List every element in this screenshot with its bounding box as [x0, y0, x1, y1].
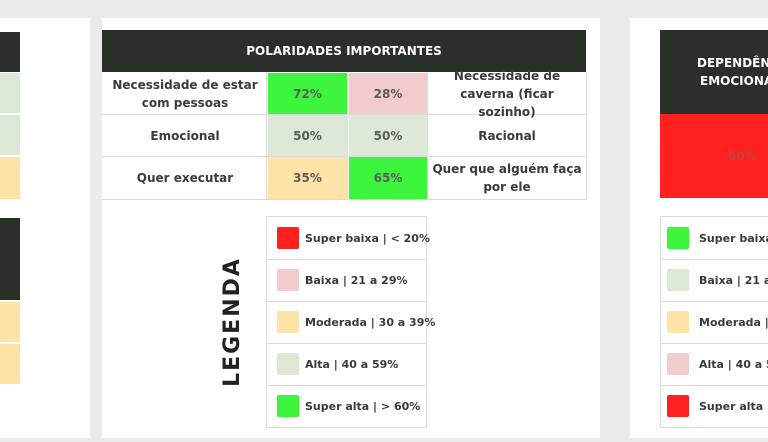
legend-box — [266, 216, 427, 428]
legend-swatch-baixa — [277, 269, 299, 291]
right-legend-box — [660, 216, 768, 428]
right-legend-label-super-alta: Super alta | > — [699, 400, 768, 413]
left-panel-header-strip — [0, 32, 20, 72]
polaridades-title: POLARIDADES IMPORTANTES — [102, 30, 586, 72]
right-legend-divider — [660, 385, 768, 386]
legend-label-super-alta: Super alta | > 60% — [305, 400, 421, 413]
legend-swatch-alta — [277, 353, 299, 375]
polarity-right-percent: 50% — [349, 115, 427, 156]
legend-label-baixa: Baixa | 21 a 29% — [305, 274, 408, 287]
legend-divider — [266, 385, 427, 386]
right-legend-swatch-alta — [667, 353, 689, 375]
legend-divider — [266, 301, 427, 302]
polarity-right-percent: 28% — [349, 73, 427, 114]
legend-label-alta: Alta | 40 a 59% — [305, 358, 399, 371]
polarity-left-percent: 72% — [268, 73, 347, 114]
polarity-right-label: Necessidade de caverna (ficar sozinho) — [453, 68, 561, 119]
table-divider — [586, 72, 587, 200]
left-panel-cell-moderada-3 — [0, 344, 20, 384]
right-legend-label-moderada: Moderada | 3 — [699, 316, 768, 329]
table-divider — [347, 72, 348, 200]
right-legend-swatch-super-alta — [667, 395, 689, 417]
left-panel-cell-alta-1 — [0, 73, 20, 113]
left-panel-cell-moderada-2 — [0, 302, 20, 342]
right-legend-label-alta: Alta | 40 a 59 — [699, 358, 768, 371]
polarity-left-label: Necessidade de estar com pessoas — [112, 77, 258, 110]
right-panel-value-cell: 60% — [660, 114, 768, 198]
left-panel-cell-moderada-1 — [0, 157, 20, 199]
right-legend-label-super-baixa: Super baixa | — [699, 232, 768, 245]
left-panel-cell-alta-2 — [0, 115, 20, 155]
table-divider — [102, 114, 586, 115]
polarity-right-percent: 65% — [349, 157, 427, 199]
legend-swatch-moderada — [277, 311, 299, 333]
right-legend-divider — [660, 259, 768, 260]
table-divider — [427, 72, 428, 200]
right-legend-swatch-baixa — [667, 269, 689, 291]
right-legend-label-baixa: Baixa | 21 a 2 — [699, 274, 768, 287]
right-panel-value: 60% — [728, 149, 757, 163]
legend-divider — [266, 259, 427, 260]
right-panel-header: DEPENDÊNC EMOCIONAL — [660, 30, 768, 114]
legend-swatch-super-alta — [277, 395, 299, 417]
polarity-left-percent: 35% — [268, 157, 347, 199]
left-panel-header-strip-2 — [0, 218, 20, 300]
right-panel-title-line1: DEPENDÊNC — [697, 56, 768, 70]
right-panel-title-line2: EMOCIONAL — [700, 74, 768, 88]
legend-label-moderada: Moderada | 30 a 39% — [305, 316, 436, 329]
table-divider — [102, 199, 586, 200]
right-legend-swatch-moderada — [667, 311, 689, 333]
table-divider — [266, 72, 267, 200]
polarity-left-percent: 50% — [268, 115, 347, 156]
table-divider — [102, 156, 586, 157]
legend-swatch-super-baixa — [277, 227, 299, 249]
legend-label-super-baixa: Super baixa | < 20% — [305, 232, 430, 245]
polarity-right-label: Racional — [478, 128, 536, 143]
right-legend-divider — [660, 343, 768, 344]
polarity-left-label: Emocional — [150, 128, 220, 143]
legend-divider — [266, 343, 427, 344]
polarity-right-label: Quer que alguém faça por ele — [432, 162, 582, 194]
right-legend-swatch-super-baixa — [667, 227, 689, 249]
legend-title: LEGENDA — [220, 257, 245, 387]
right-legend-divider — [660, 301, 768, 302]
polarity-left-label: Quer executar — [136, 171, 234, 185]
